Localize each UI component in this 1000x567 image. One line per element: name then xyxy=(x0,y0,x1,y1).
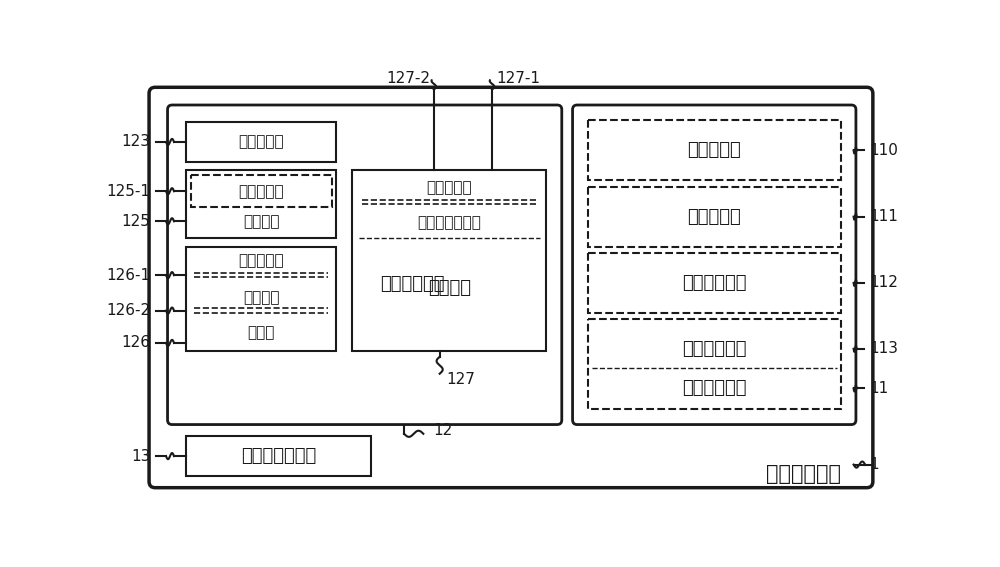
Text: 食品识别模块: 食品识别模块 xyxy=(682,274,746,292)
Text: 125: 125 xyxy=(122,214,151,229)
Bar xyxy=(588,253,841,313)
Text: 电加热块: 电加热块 xyxy=(243,290,279,305)
Text: 二维码生成模块: 二维码生成模块 xyxy=(241,447,316,465)
Text: 电动伸缩杆: 电动伸缩杆 xyxy=(427,180,472,195)
Text: 食品识别模块: 食品识别模块 xyxy=(682,340,746,358)
Bar xyxy=(186,436,371,476)
Bar xyxy=(186,247,336,350)
Text: 127-1: 127-1 xyxy=(496,70,540,86)
Text: 127-2: 127-2 xyxy=(386,70,430,86)
Text: 捎扎单元: 捎扎单元 xyxy=(428,278,471,297)
Text: 食品加工装置: 食品加工装置 xyxy=(766,464,841,484)
Text: 第二旋转轴: 第二旋转轴 xyxy=(238,184,284,199)
Text: 食品包装机构: 食品包装机构 xyxy=(380,275,444,293)
Text: 123: 123 xyxy=(122,134,151,150)
Text: 127: 127 xyxy=(446,373,475,387)
Text: 机械臂: 机械臂 xyxy=(247,325,275,340)
FancyBboxPatch shape xyxy=(573,105,856,425)
Text: 第一摄像头: 第一摄像头 xyxy=(687,208,741,226)
Text: 激光打印机构: 激光打印机构 xyxy=(682,379,746,397)
Text: 110: 110 xyxy=(869,143,898,158)
Text: 弧形单元: 弧形单元 xyxy=(243,214,279,229)
Bar xyxy=(352,171,546,350)
Text: 激光发生器: 激光发生器 xyxy=(687,141,741,159)
Text: 112: 112 xyxy=(869,276,898,290)
Text: 12: 12 xyxy=(433,423,453,438)
Text: 111: 111 xyxy=(869,209,898,224)
Bar xyxy=(186,122,336,162)
Text: 电动铝钉扎口机: 电动铝钉扎口机 xyxy=(417,215,481,230)
Text: 126: 126 xyxy=(122,336,151,350)
Text: 113: 113 xyxy=(869,341,898,356)
Text: 126-1: 126-1 xyxy=(106,268,151,283)
Bar xyxy=(191,175,332,208)
FancyBboxPatch shape xyxy=(168,105,562,425)
Text: 第三旋转轴: 第三旋转轴 xyxy=(238,253,284,268)
Bar xyxy=(588,319,841,409)
Bar xyxy=(588,187,841,247)
Bar xyxy=(186,171,336,238)
Text: 13: 13 xyxy=(131,448,151,464)
FancyBboxPatch shape xyxy=(149,87,873,488)
Bar xyxy=(588,120,841,180)
Text: 126-2: 126-2 xyxy=(106,303,151,318)
Text: 1: 1 xyxy=(869,457,879,472)
Text: 第一旋转轴: 第一旋转轴 xyxy=(238,134,284,150)
Text: 11: 11 xyxy=(869,381,888,396)
Text: 125-1: 125-1 xyxy=(107,184,151,199)
